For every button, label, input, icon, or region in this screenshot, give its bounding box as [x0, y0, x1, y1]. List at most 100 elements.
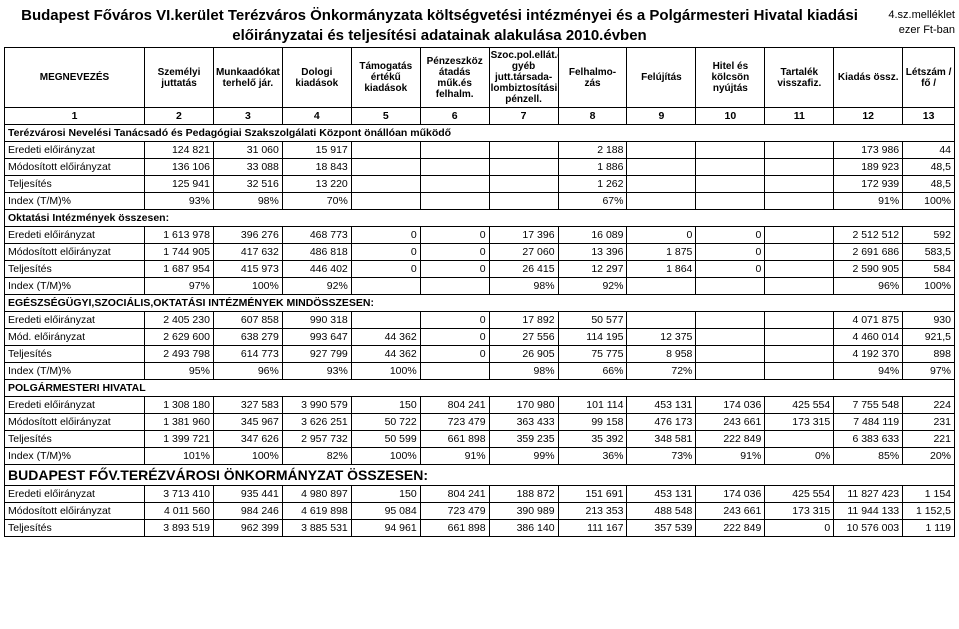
cell-value: 172 939: [834, 176, 903, 193]
cell-value: 92%: [282, 278, 351, 295]
col-header-9: Hitel és kölcsön nyújtás: [696, 48, 765, 108]
table-row: Eredeti előirányzat1 308 180327 5833 990…: [5, 397, 955, 414]
cell-value: 221: [903, 431, 955, 448]
cell-value: [627, 278, 696, 295]
row-label: Index (T/M)%: [5, 363, 145, 380]
cell-value: 6 383 633: [834, 431, 903, 448]
cell-value: [765, 176, 834, 193]
cell-value: 91%: [420, 448, 489, 465]
cell-value: [351, 193, 420, 210]
cell-value: 27 556: [489, 329, 558, 346]
table-row: Eredeti előirányzat124 82131 06015 9172 …: [5, 142, 955, 159]
cell-value: 243 661: [696, 503, 765, 520]
cell-value: 486 818: [282, 244, 351, 261]
row-label: Index (T/M)%: [5, 193, 145, 210]
row-label: Index (T/M)%: [5, 448, 145, 465]
cell-value: 32 516: [213, 176, 282, 193]
table-row: Teljesítés2 493 798614 773927 79944 3620…: [5, 346, 955, 363]
cell-value: 357 539: [627, 520, 696, 537]
table-row: Módosított előirányzat1 381 960345 9673 …: [5, 414, 955, 431]
table-row: Index (T/M)%101%100%82%100%91%99%36%73%9…: [5, 448, 955, 465]
cell-value: 13 396: [558, 244, 627, 261]
cell-value: 0: [351, 244, 420, 261]
cell-value: 804 241: [420, 486, 489, 503]
section-title-row: Terézvárosi Nevelési Tanácsadó és Pedagó…: [5, 125, 955, 142]
table-row: Eredeti előirányzat1 613 978396 276468 7…: [5, 227, 955, 244]
cell-value: 50 722: [351, 414, 420, 431]
cell-value: 4 619 898: [282, 503, 351, 520]
col-number-6: 7: [489, 108, 558, 125]
unit-label: ezer Ft-ban: [899, 24, 955, 36]
cell-value: 2 691 686: [834, 244, 903, 261]
cell-value: 0: [696, 244, 765, 261]
cell-value: 425 554: [765, 486, 834, 503]
row-label: Eredeti előirányzat: [5, 227, 145, 244]
row-label: Eredeti előirányzat: [5, 397, 145, 414]
cell-value: 111 167: [558, 520, 627, 537]
cell-value: 345 967: [213, 414, 282, 431]
cell-value: 2 188: [558, 142, 627, 159]
cell-value: 35 392: [558, 431, 627, 448]
col-header-12: Létszám / fő /: [903, 48, 955, 108]
cell-value: 136 106: [145, 159, 214, 176]
cell-value: 488 548: [627, 503, 696, 520]
table-row: Eredeti előirányzat3 713 410935 4414 980…: [5, 486, 955, 503]
col-header-6: Szoc.pol.ellát.e gyéb jutt.társada- lomb…: [489, 48, 558, 108]
cell-value: 386 140: [489, 520, 558, 537]
cell-value: 984 246: [213, 503, 282, 520]
cell-value: 453 131: [627, 486, 696, 503]
row-label: Teljesítés: [5, 431, 145, 448]
cell-value: [765, 431, 834, 448]
row-label: Teljesítés: [5, 520, 145, 537]
cell-value: 1 875: [627, 244, 696, 261]
cell-value: 93%: [282, 363, 351, 380]
cell-value: 425 554: [765, 397, 834, 414]
table-row: Módosított előirányzat1 744 905417 63248…: [5, 244, 955, 261]
cell-value: 415 973: [213, 261, 282, 278]
cell-value: [765, 346, 834, 363]
cell-value: 44 362: [351, 346, 420, 363]
cell-value: 33 088: [213, 159, 282, 176]
table-row: Index (T/M)%93%98%70%67%91%100%: [5, 193, 955, 210]
cell-value: 173 315: [765, 414, 834, 431]
cell-value: 930: [903, 312, 955, 329]
cell-value: 125 941: [145, 176, 214, 193]
row-label: Teljesítés: [5, 176, 145, 193]
annex-label: 4.sz.melléklet: [888, 9, 955, 21]
cell-value: 898: [903, 346, 955, 363]
table-row: Teljesítés1 399 721347 6262 957 73250 59…: [5, 431, 955, 448]
col-header-8: Felújítás: [627, 48, 696, 108]
cell-value: 16 089: [558, 227, 627, 244]
table-row: Teljesítés125 94132 51613 2201 262172 93…: [5, 176, 955, 193]
cell-value: 11 944 133: [834, 503, 903, 520]
budget-table: MEGNEVEZÉSSzemélyi juttatásMunkaadókat t…: [4, 47, 955, 537]
section-title-row: BUDAPEST FŐV.TERÉZVÁROSI ÖNKORMÁNYZAT ÖS…: [5, 465, 955, 486]
cell-value: 124 821: [145, 142, 214, 159]
cell-value: [696, 363, 765, 380]
cell-value: [765, 363, 834, 380]
cell-value: 468 773: [282, 227, 351, 244]
col-number-8: 9: [627, 108, 696, 125]
col-number-7: 8: [558, 108, 627, 125]
cell-value: 4 192 370: [834, 346, 903, 363]
cell-value: [489, 193, 558, 210]
col-header-10: Tartalék visszafiz.: [765, 48, 834, 108]
row-label: Eredeti előirányzat: [5, 486, 145, 503]
cell-value: 75 775: [558, 346, 627, 363]
cell-value: 993 647: [282, 329, 351, 346]
section-title-row: EGÉSZSÉGÜGYI,SZOCIÁLIS,OKTATÁSI INTÉZMÉN…: [5, 295, 955, 312]
table-row: Eredeti előirányzat2 405 230607 858990 3…: [5, 312, 955, 329]
cell-value: 592: [903, 227, 955, 244]
section-title: EGÉSZSÉGÜGYI,SZOCIÁLIS,OKTATÁSI INTÉZMÉN…: [5, 295, 955, 312]
cell-value: 222 849: [696, 431, 765, 448]
cell-value: 243 661: [696, 414, 765, 431]
header-note: 4.sz.melléklet ezer Ft-ban: [875, 4, 955, 39]
col-number-3: 4: [282, 108, 351, 125]
cell-value: 97%: [145, 278, 214, 295]
row-label: Teljesítés: [5, 346, 145, 363]
cell-value: 26 905: [489, 346, 558, 363]
cell-value: 150: [351, 397, 420, 414]
cell-value: 150: [351, 486, 420, 503]
cell-value: 91%: [834, 193, 903, 210]
cell-value: 327 583: [213, 397, 282, 414]
